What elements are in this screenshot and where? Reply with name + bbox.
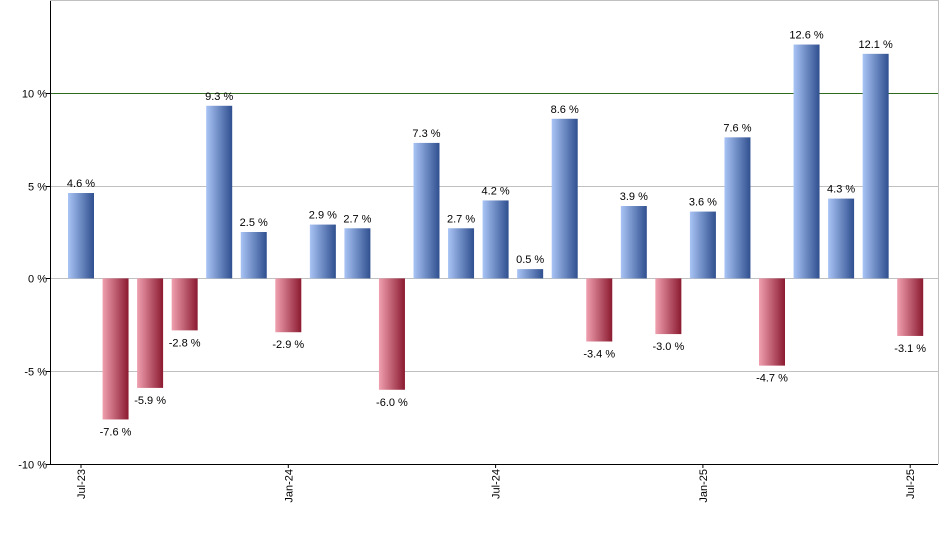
bar-Mar-24 [344,228,371,279]
bar-Feb-24 [309,224,336,279]
data-label: 7.6 % [723,122,751,134]
bar-Dec-24 [655,278,682,335]
y-tick-labels: -10 % -5 % 0 % 5 % 10 % [18,89,47,472]
bar-Nov-23 [206,105,233,279]
data-label: -3.1 % [894,343,926,355]
bar-Mar-25 [759,278,785,366]
data-label: 7.3 % [412,128,440,140]
data-label: 12.6 % [789,30,823,42]
bar-Jun-24 [448,228,475,279]
x-tick-label: Jan-24 [283,469,295,503]
data-label: 8.6 % [551,104,579,116]
data-label: -2.9 % [272,339,304,351]
bar-Dec-23 [240,232,267,279]
data-label: 2.9 % [309,210,337,222]
data-label: 3.9 % [620,191,648,203]
y-tick-label: 0 % [28,274,47,286]
data-label: 12.1 % [859,39,893,51]
data-label: -3.4 % [583,349,615,361]
bar-Sep-24 [551,118,578,279]
x-tick-label: Jul-23 [76,469,88,499]
x-tick-label: Jul-25 [905,469,917,499]
data-label: 3.6 % [689,197,717,209]
data-label: 2.7 % [447,213,475,225]
bar-Jul-24 [482,200,509,279]
bar-Aug-23 [102,278,129,420]
x-tick-labels: Jul-23 Jan-24 Jul-24 Jan-25 Jul-25 [76,469,917,503]
bar-Jul-25 [897,278,924,336]
bar-Jan-24 [275,278,302,333]
bar-Jan-25 [689,211,716,279]
bar-Jul-23 [68,193,94,279]
data-label: -2.8 % [169,337,201,349]
data-label: 4.2 % [482,185,510,197]
data-label: -4.7 % [756,373,788,385]
axes [46,0,939,468]
data-label: 4.6 % [67,178,95,190]
bar-Jun-25 [862,53,889,279]
bar-May-24 [413,142,440,279]
bar-Feb-25 [724,137,751,279]
y-tick-label: -5 % [24,367,47,379]
data-label: 0.5 % [516,254,544,266]
bar-Nov-24 [620,206,647,279]
bar-May-25 [828,198,855,279]
data-label: -3.0 % [652,341,684,353]
data-label: -7.6 % [100,426,132,438]
bar-Sep-23 [137,278,164,388]
x-tick-label: Jul-24 [491,469,503,499]
data-label: 4.3 % [827,184,855,196]
data-label: 2.7 % [343,213,371,225]
y-tick-label: -10 % [18,460,47,472]
bar-Oct-23 [171,278,198,331]
bar-Aug-24 [517,269,544,279]
data-label: 9.3 % [205,91,233,103]
bar-Oct-24 [586,278,613,342]
data-labels: 4.6 % -7.6 % -5.9 % -2.8 % 9.3 % 2.5 % -2.9 % 2… [67,30,926,439]
bars [68,44,924,420]
bar-Apr-25 [793,44,820,279]
bar-Apr-24 [378,278,405,390]
x-tick-label: Jan-25 [698,469,710,503]
data-label: -6.0 % [376,397,408,409]
data-label: 2.5 % [240,217,268,229]
y-tick-label: 10 % [22,89,47,101]
y-tick-label: 5 % [28,182,47,194]
data-label: -5.9 % [134,395,166,407]
